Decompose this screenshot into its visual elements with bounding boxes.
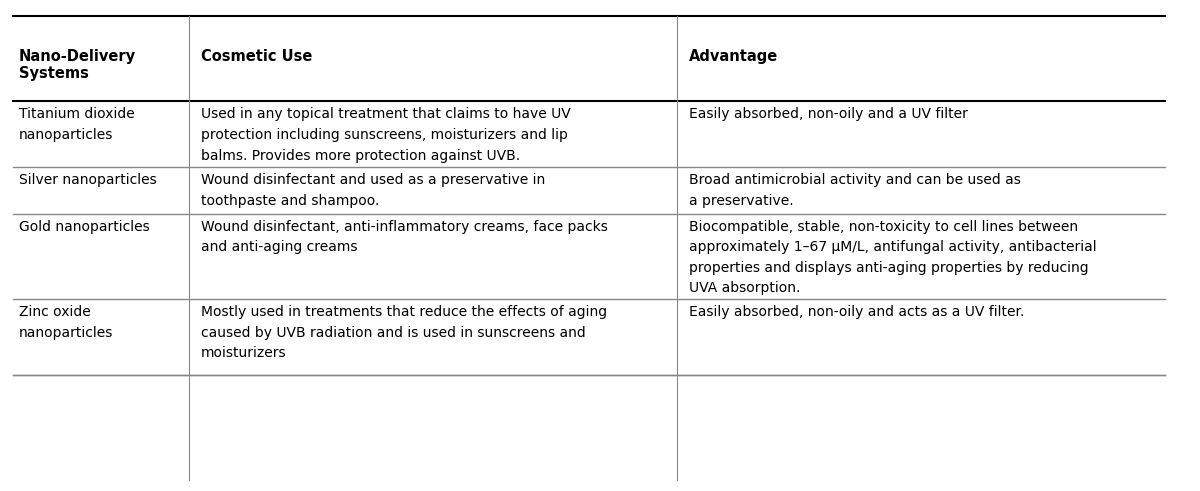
Text: Easily absorbed, non-oily and a UV filter: Easily absorbed, non-oily and a UV filte…	[689, 108, 968, 121]
Text: Used in any topical treatment that claims to have UV
protection including sunscr: Used in any topical treatment that claim…	[202, 108, 571, 163]
Text: Advantage: Advantage	[689, 49, 779, 64]
Text: Easily absorbed, non-oily and acts as a UV filter.: Easily absorbed, non-oily and acts as a …	[689, 305, 1025, 319]
Text: Broad antimicrobial activity and can be used as
a preservative.: Broad antimicrobial activity and can be …	[689, 173, 1021, 208]
Text: Titanium dioxide
nanoparticles: Titanium dioxide nanoparticles	[19, 108, 134, 142]
Text: Cosmetic Use: Cosmetic Use	[202, 49, 313, 64]
Text: Mostly used in treatments that reduce the effects of aging
caused by UVB radiati: Mostly used in treatments that reduce th…	[202, 305, 607, 360]
Text: Wound disinfectant and used as a preservative in
toothpaste and shampoo.: Wound disinfectant and used as a preserv…	[202, 173, 546, 208]
Text: Silver nanoparticles: Silver nanoparticles	[19, 173, 157, 187]
Text: Zinc oxide
nanoparticles: Zinc oxide nanoparticles	[19, 305, 113, 340]
Text: Biocompatible, stable, non-toxicity to cell lines between
approximately 1–67 μM/: Biocompatible, stable, non-toxicity to c…	[689, 219, 1097, 296]
Text: Nano-Delivery
Systems: Nano-Delivery Systems	[19, 49, 136, 82]
Text: Wound disinfectant, anti-inflammatory creams, face packs
and anti-aging creams: Wound disinfectant, anti-inflammatory cr…	[202, 219, 608, 254]
Text: Gold nanoparticles: Gold nanoparticles	[19, 219, 150, 234]
